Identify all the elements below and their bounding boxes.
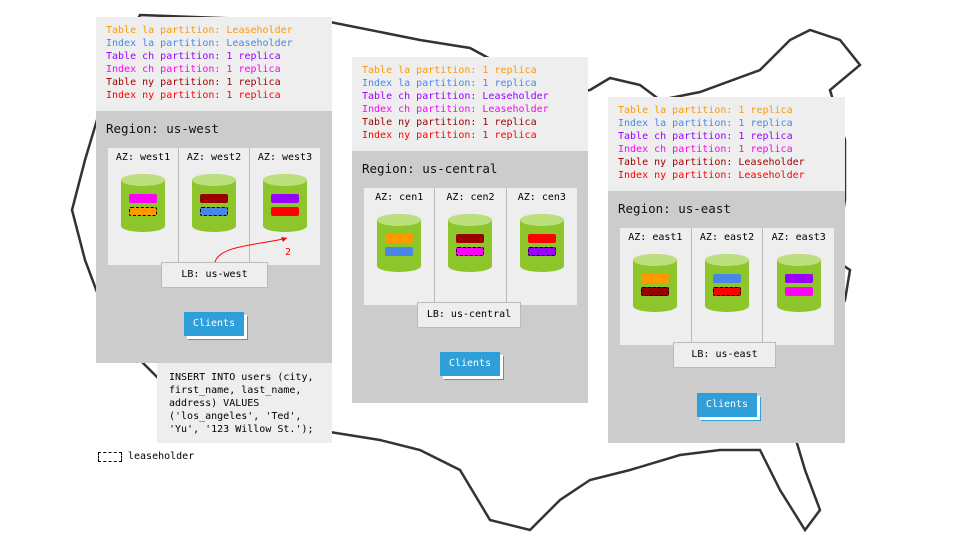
region-us-east: Region: us-east AZ: east1 AZ: east2 AZ: … (608, 191, 845, 443)
sql-statement: INSERT INTO users (city, first_name, las… (157, 363, 332, 443)
east-line-6: Index ny partition: Leaseholder (618, 170, 805, 181)
west-partition-info: Table la partition: Leaseholder Index la… (96, 17, 332, 111)
west-line-6: Index ny partition: 1 replica (106, 90, 281, 101)
database-icon (633, 254, 678, 312)
west-line-3: Table ch partition: 1 replica (106, 51, 281, 62)
az-label: AZ: east1 (628, 232, 683, 243)
ch-index-leaseholder (456, 247, 485, 256)
legend-label: leaseholder (128, 451, 195, 462)
az-label: AZ: east3 (771, 232, 826, 243)
central-line-2: Index la partition: 1 replica (362, 78, 537, 89)
ny-index-replica (527, 234, 556, 243)
west-line-4: Index ch partition: 1 replica (106, 64, 281, 75)
ch-index-replica (784, 287, 813, 296)
database-icon (776, 254, 821, 312)
la-index-replica (385, 247, 414, 256)
ny-table-leaseholder (641, 287, 670, 296)
az-east2: AZ: east2 (692, 228, 764, 345)
clients-button[interactable]: Clients (184, 312, 244, 336)
la-index-replica (713, 274, 741, 283)
ch-table-replica (271, 194, 299, 203)
central-line-6: Index ny partition: 1 replica (362, 130, 537, 141)
az-label: AZ: cen2 (446, 192, 495, 203)
la-table-replica (641, 274, 670, 283)
database-icon (519, 214, 564, 272)
az-west2: AZ: west2 (179, 148, 250, 265)
az-east1: AZ: east1 (620, 228, 692, 345)
central-line-4: Index ch partition: Leaseholder (362, 104, 549, 115)
az-west3: AZ: west3 (250, 148, 320, 265)
ch-table-leaseholder (527, 247, 556, 256)
central-line-1: Table la partition: 1 replica (362, 65, 537, 76)
clients-button[interactable]: Clients (440, 352, 500, 376)
az-east3: AZ: east3 (763, 228, 834, 345)
ny-table-replica (200, 194, 228, 203)
la-table-leaseholder (129, 207, 157, 216)
west-line-5: Table ny partition: 1 replica (106, 77, 281, 88)
database-icon (121, 174, 165, 232)
east-partition-info: Table la partition: 1 replica Index la p… (608, 97, 845, 191)
east-line-1: Table la partition: 1 replica (618, 105, 793, 116)
central-line-3: Table ch partition: Leaseholder (362, 91, 549, 102)
az-group: AZ: east1 AZ: east2 AZ: east3 (620, 228, 834, 345)
load-balancer-us-central[interactable]: LB: us-central (417, 302, 521, 328)
az-cen3: AZ: cen3 (507, 188, 577, 305)
legend-leaseholder-icon (98, 452, 122, 462)
la-table-replica (385, 234, 414, 243)
az-west1: AZ: west1 (108, 148, 179, 265)
az-group: AZ: west1 AZ: west2 AZ: west3 (108, 148, 320, 265)
arrow-step-label: 2 (285, 247, 292, 258)
ch-table-replica (784, 274, 813, 283)
az-label: AZ: cen3 (517, 192, 566, 203)
west-line-2: Index la partition: Leaseholder (106, 38, 293, 49)
database-icon (705, 254, 749, 312)
load-balancer-us-west[interactable]: LB: us-west (161, 262, 268, 288)
clients-button[interactable]: Clients (697, 393, 757, 417)
east-line-4: Index ch partition: 1 replica (618, 144, 793, 155)
database-icon (377, 214, 422, 272)
az-label: AZ: west2 (186, 152, 242, 163)
load-balancer-us-east[interactable]: LB: us-east (673, 342, 776, 368)
database-icon (192, 174, 236, 232)
region-title: Region: us-central (362, 161, 498, 176)
east-line-3: Table ch partition: 1 replica (618, 131, 793, 142)
ny-index-replica (271, 207, 299, 216)
region-us-central: Region: us-central AZ: cen1 AZ: cen2 AZ:… (352, 151, 588, 403)
region-title: Region: us-east (618, 201, 731, 216)
az-label: AZ: east2 (699, 232, 755, 243)
region-us-west: Region: us-west AZ: west1 AZ: west2 AZ: … (96, 111, 332, 363)
az-label: AZ: cen1 (375, 192, 424, 203)
az-label: AZ: west1 (115, 152, 171, 163)
ny-index-leaseholder (713, 287, 741, 296)
east-line-2: Index la partition: 1 replica (618, 118, 793, 129)
region-title: Region: us-west (106, 121, 219, 136)
database-icon (263, 174, 307, 232)
west-line-1: Table la partition: Leaseholder (106, 25, 293, 36)
az-cen1: AZ: cen1 (364, 188, 436, 305)
az-group: AZ: cen1 AZ: cen2 AZ: cen3 (364, 188, 577, 305)
la-index-leaseholder (200, 207, 228, 216)
central-line-5: Table ny partition: 1 replica (362, 117, 537, 128)
az-cen2: AZ: cen2 (435, 188, 507, 305)
ny-table-replica (456, 234, 485, 243)
database-icon (448, 214, 493, 272)
central-partition-info: Table la partition: 1 replica Index la p… (352, 57, 588, 151)
east-line-5: Table ny partition: Leaseholder (618, 157, 805, 168)
ch-index-replica (129, 194, 157, 203)
az-label: AZ: west3 (257, 152, 313, 163)
